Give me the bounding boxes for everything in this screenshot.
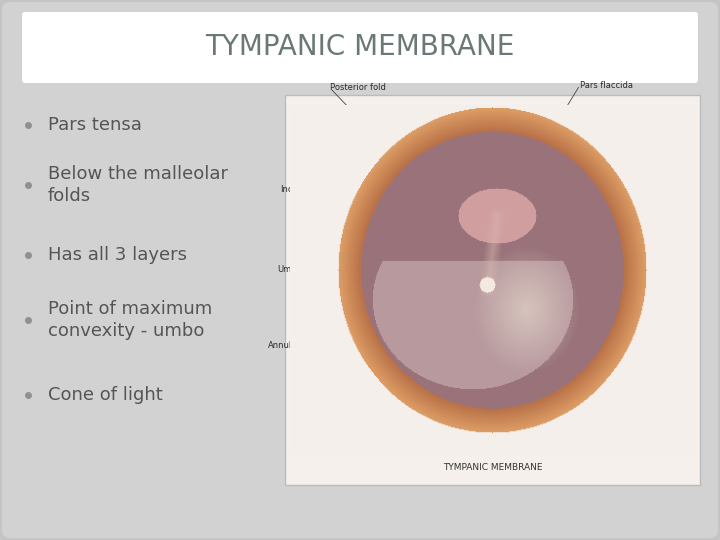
Text: Annulus: Annulus (268, 341, 302, 349)
FancyBboxPatch shape (285, 95, 700, 485)
FancyBboxPatch shape (22, 12, 698, 83)
Text: Incus: Incus (280, 186, 302, 194)
Text: Anterior fold: Anterior fold (584, 118, 636, 126)
Text: Below the malleolar
folds: Below the malleolar folds (48, 165, 228, 205)
Text: Manubrium
of malleus: Manubrium of malleus (584, 220, 632, 240)
Text: Pars tensa: Pars tensa (373, 433, 417, 442)
Text: Pars flaccida: Pars flaccida (580, 80, 633, 90)
Text: Point of maximum
convexity - umbo: Point of maximum convexity - umbo (48, 300, 212, 340)
Text: TYMPANIC MEMBRANE: TYMPANIC MEMBRANE (443, 462, 542, 471)
Text: Cone of light: Cone of light (463, 433, 517, 442)
Text: Short process
of malleus: Short process of malleus (584, 152, 642, 172)
Text: Has all 3 layers: Has all 3 layers (48, 246, 187, 264)
Text: Posterior fold: Posterior fold (330, 84, 386, 92)
Text: Umbo: Umbo (277, 266, 302, 274)
Text: TYMPANIC MEMBRANE: TYMPANIC MEMBRANE (205, 33, 515, 61)
Text: Cone of light: Cone of light (48, 386, 163, 404)
Text: Pars tensa: Pars tensa (48, 116, 142, 134)
